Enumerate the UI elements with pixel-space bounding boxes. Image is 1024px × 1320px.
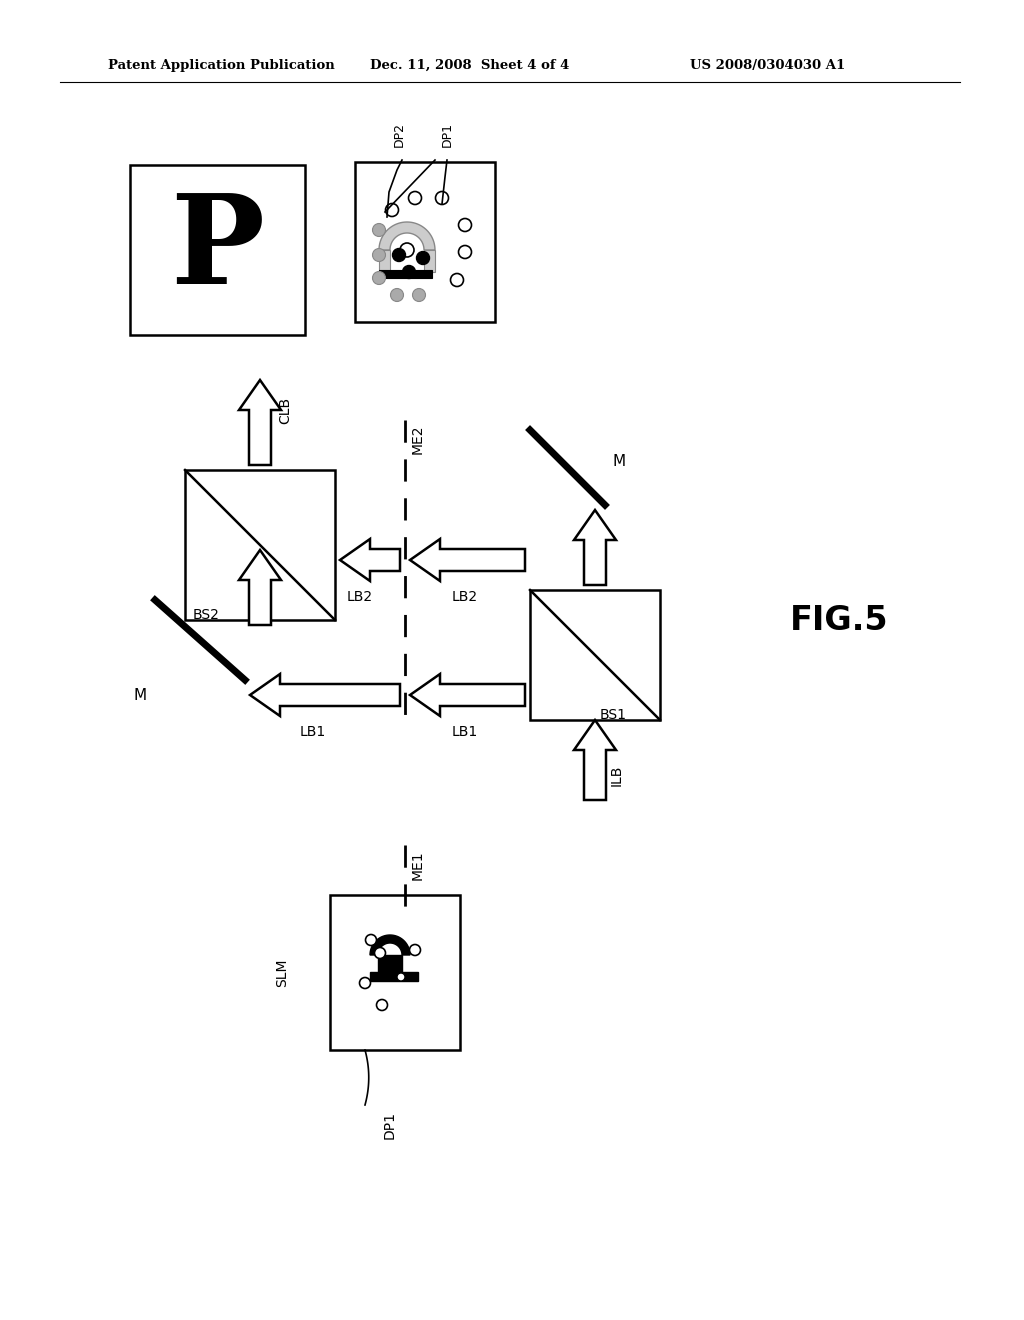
Polygon shape [239, 380, 281, 465]
Text: ILB: ILB [610, 764, 624, 785]
Circle shape [410, 945, 421, 956]
Bar [379, 271, 432, 279]
Text: LB1: LB1 [452, 725, 478, 739]
Polygon shape [340, 539, 400, 581]
Bar [130, 165, 305, 335]
Text: LB2: LB2 [347, 590, 373, 605]
Text: Dec. 11, 2008  Sheet 4 of 4: Dec. 11, 2008 Sheet 4 of 4 [370, 58, 569, 71]
Text: ME2: ME2 [411, 425, 425, 454]
Text: DP1: DP1 [440, 121, 454, 147]
Circle shape [402, 265, 416, 279]
Polygon shape [410, 539, 525, 581]
Text: BS2: BS2 [193, 609, 220, 622]
Circle shape [366, 935, 377, 945]
Text: M: M [134, 688, 147, 704]
Bar [330, 895, 460, 1049]
Text: DP2: DP2 [392, 121, 406, 147]
Text: DP1: DP1 [383, 1111, 397, 1139]
Circle shape [459, 246, 471, 259]
Circle shape [373, 223, 385, 236]
Circle shape [359, 978, 371, 989]
Bar [378, 954, 402, 972]
Circle shape [397, 973, 406, 981]
Polygon shape [410, 675, 525, 715]
Circle shape [373, 272, 385, 285]
Circle shape [409, 191, 422, 205]
Circle shape [417, 252, 429, 264]
Text: BS1: BS1 [600, 708, 627, 722]
Circle shape [385, 203, 398, 216]
Circle shape [435, 191, 449, 205]
Circle shape [392, 248, 406, 261]
Text: US 2008/0304030 A1: US 2008/0304030 A1 [690, 58, 845, 71]
Polygon shape [370, 935, 410, 954]
Text: M: M [613, 454, 626, 470]
Circle shape [390, 289, 403, 301]
Bar [355, 162, 495, 322]
Bar [370, 972, 418, 981]
Circle shape [413, 289, 426, 301]
Circle shape [451, 273, 464, 286]
Text: ME1: ME1 [411, 850, 425, 879]
Polygon shape [574, 719, 616, 800]
Text: FIG.5: FIG.5 [790, 603, 889, 636]
Circle shape [459, 219, 471, 231]
Bar [424, 249, 435, 272]
Polygon shape [239, 550, 281, 624]
Text: LB1: LB1 [299, 725, 326, 739]
Bar [185, 470, 335, 620]
Circle shape [373, 248, 385, 261]
Text: SLM: SLM [275, 958, 289, 987]
Circle shape [377, 999, 387, 1011]
Text: LB2: LB2 [452, 590, 478, 605]
Bar [530, 590, 660, 719]
Polygon shape [250, 675, 400, 715]
Text: CLB: CLB [278, 396, 292, 424]
Polygon shape [574, 510, 616, 585]
Circle shape [375, 948, 385, 958]
Text: Patent Application Publication: Patent Application Publication [108, 58, 335, 71]
Polygon shape [379, 222, 435, 249]
Bar [379, 249, 390, 272]
Circle shape [400, 243, 414, 257]
Text: P: P [171, 190, 264, 310]
